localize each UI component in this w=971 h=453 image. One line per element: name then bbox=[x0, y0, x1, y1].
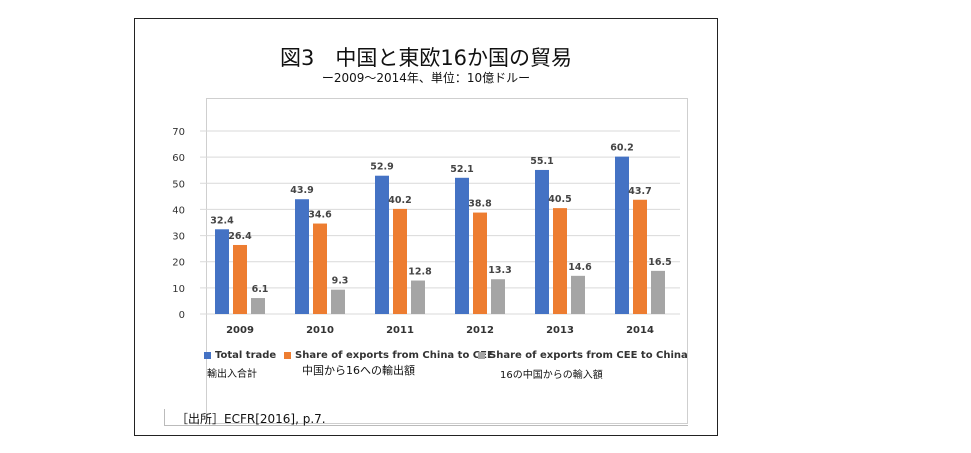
data-label: 40.5 bbox=[548, 194, 571, 205]
bar bbox=[553, 208, 567, 314]
data-label: 26.4 bbox=[228, 231, 252, 242]
data-label: 52.9 bbox=[370, 162, 393, 173]
x-tick-label: 2014 bbox=[626, 325, 654, 336]
data-label: 13.3 bbox=[488, 265, 511, 276]
bar bbox=[215, 229, 229, 314]
x-tick-label: 2012 bbox=[466, 325, 494, 336]
x-tick-label: 2009 bbox=[226, 325, 254, 336]
bar bbox=[393, 209, 407, 314]
bar bbox=[331, 290, 345, 314]
bar bbox=[411, 281, 425, 314]
y-tick-label: 10 bbox=[172, 284, 185, 295]
bar bbox=[233, 245, 247, 314]
data-label: 43.9 bbox=[290, 185, 313, 196]
source-bracket bbox=[164, 409, 165, 425]
bar bbox=[295, 199, 309, 314]
data-label: 38.8 bbox=[468, 199, 492, 210]
data-label: 34.6 bbox=[308, 210, 332, 221]
bar-chart: 0 10 20 30 40 50 60 70 32.4 26.4 6.1 2009 43.9 34.6 9.… bbox=[0, 0, 971, 453]
data-label: 14.6 bbox=[568, 262, 592, 273]
y-tick-label: 70 bbox=[172, 127, 185, 138]
bar bbox=[535, 170, 549, 314]
bar bbox=[455, 178, 469, 314]
y-tick-label: 30 bbox=[172, 232, 185, 243]
data-label: 6.1 bbox=[252, 284, 269, 295]
note-total-jp: 輸出入合計 bbox=[207, 365, 257, 380]
x-tick-label: 2013 bbox=[546, 325, 574, 336]
bar bbox=[491, 279, 505, 314]
note-cee-to-china-jp: 16の中国からの輸入額 bbox=[500, 366, 603, 381]
legend-swatch-cee-to-china bbox=[478, 352, 485, 359]
y-tick-label: 50 bbox=[172, 179, 185, 190]
legend-label-total: Total trade bbox=[215, 350, 276, 361]
legend-swatch-china-to-cee bbox=[284, 352, 291, 359]
bar bbox=[633, 200, 647, 314]
note-china-to-cee-jp: 中国から16への輸出額 bbox=[302, 362, 415, 378]
legend-label-china-to-cee: Share of exports from China to CEE bbox=[295, 350, 494, 361]
source-citation: ［出所］ECFR[2016], p.7. bbox=[176, 410, 326, 427]
legend-swatch-total bbox=[204, 352, 211, 359]
bar bbox=[473, 213, 487, 314]
data-label: 40.2 bbox=[388, 195, 411, 206]
data-label: 43.7 bbox=[628, 186, 651, 197]
data-label: 12.8 bbox=[408, 267, 432, 278]
data-label: 55.1 bbox=[530, 156, 553, 167]
data-label: 16.5 bbox=[648, 257, 671, 268]
data-label: 60.2 bbox=[610, 143, 633, 154]
bar bbox=[251, 298, 265, 314]
legend-china-to-cee: Share of exports from China to CEE bbox=[284, 350, 494, 361]
legend-label-cee-to-china: Share of exports from CEE to China bbox=[489, 350, 688, 361]
data-label: 9.3 bbox=[332, 276, 349, 287]
y-tick-label: 20 bbox=[172, 258, 185, 269]
x-tick-label: 2011 bbox=[386, 325, 414, 336]
data-label: 52.1 bbox=[450, 164, 473, 175]
x-tick-label: 2010 bbox=[306, 325, 334, 336]
bar bbox=[375, 176, 389, 314]
bar bbox=[651, 271, 665, 314]
bar bbox=[571, 276, 585, 314]
legend-cee-to-china: Share of exports from CEE to China bbox=[478, 350, 688, 361]
legend-total-trade: Total trade bbox=[204, 350, 276, 361]
y-tick-label: 0 bbox=[179, 310, 185, 321]
bar bbox=[615, 157, 629, 314]
data-label: 32.4 bbox=[210, 215, 234, 226]
bar bbox=[313, 224, 327, 314]
y-tick-label: 60 bbox=[172, 153, 185, 164]
y-tick-label: 40 bbox=[172, 205, 185, 216]
